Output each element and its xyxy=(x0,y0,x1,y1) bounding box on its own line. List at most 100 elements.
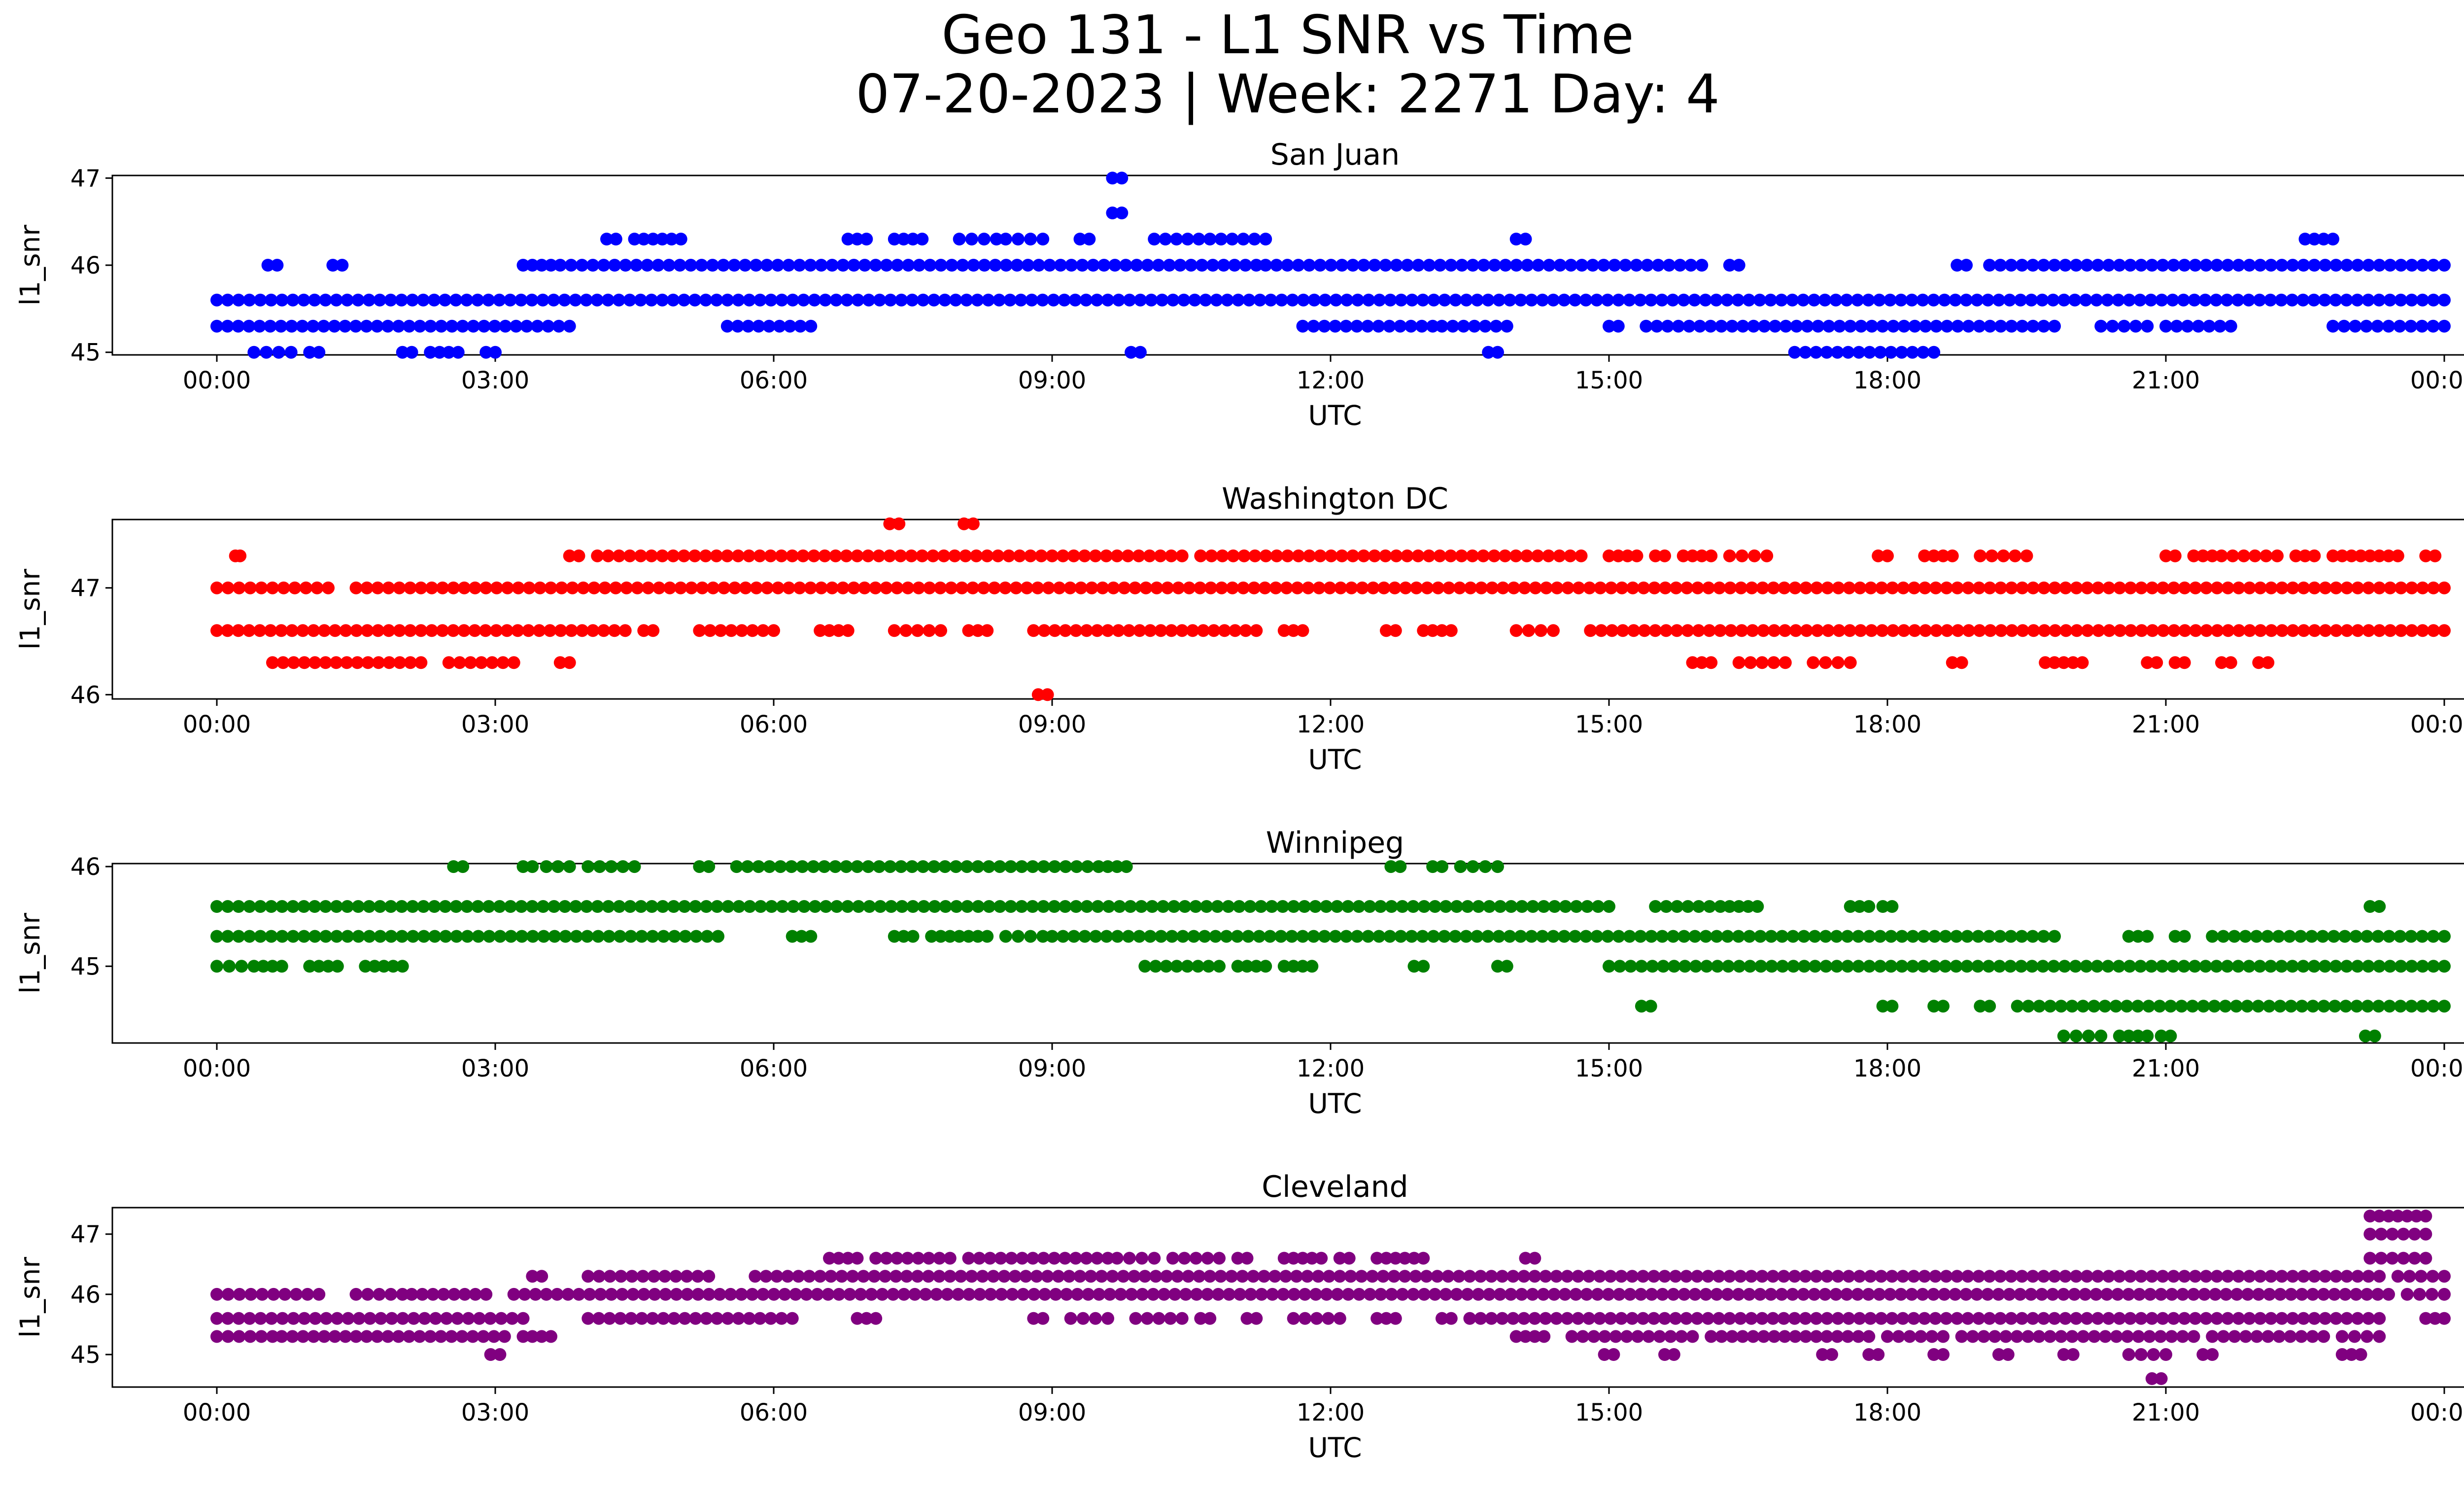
data-point xyxy=(700,900,713,913)
data-point xyxy=(888,930,901,943)
data-point xyxy=(2438,960,2451,973)
data-point xyxy=(832,624,845,637)
data-point xyxy=(1669,1312,1682,1325)
data-point xyxy=(1110,860,1124,873)
x-tick-label: 12:00 xyxy=(1297,367,1365,394)
data-point xyxy=(1477,259,1490,272)
data-point xyxy=(858,259,871,272)
data-point xyxy=(1069,624,1083,637)
data-point xyxy=(2264,259,2278,272)
data-point xyxy=(1410,581,1423,594)
data-point xyxy=(2438,259,2451,272)
data-point xyxy=(1658,1270,1671,1283)
data-point xyxy=(1667,1348,1680,1361)
data-point xyxy=(1951,624,1964,637)
data-point xyxy=(770,1270,784,1283)
data-point xyxy=(1677,549,1690,562)
data-point xyxy=(1677,293,1690,307)
data-point xyxy=(1471,293,1484,307)
data-point xyxy=(275,900,289,913)
data-point xyxy=(874,900,887,913)
data-point xyxy=(1438,293,1451,307)
data-point xyxy=(2189,259,2202,272)
data-point xyxy=(702,1287,716,1301)
data-point xyxy=(1829,1287,1843,1301)
data-point xyxy=(243,900,256,913)
data-point xyxy=(1027,1312,1040,1325)
data-point xyxy=(2011,1000,2024,1013)
data-point xyxy=(1411,549,1425,562)
data-point xyxy=(1481,930,1495,943)
data-point xyxy=(2222,624,2235,637)
data-point xyxy=(2178,930,2191,943)
data-point xyxy=(1233,1287,1246,1301)
data-point xyxy=(404,656,417,669)
data-point xyxy=(535,259,548,272)
data-point xyxy=(752,319,765,333)
data-point xyxy=(1463,1312,1476,1325)
data-point xyxy=(832,1252,845,1265)
data-point xyxy=(2009,549,2021,562)
data-point xyxy=(657,1312,670,1325)
data-point xyxy=(2275,259,2289,272)
data-point xyxy=(471,900,484,913)
data-point xyxy=(580,900,593,913)
data-point xyxy=(221,1312,235,1325)
data-point xyxy=(2026,259,2040,272)
data-point xyxy=(2079,1287,2092,1301)
data-point xyxy=(1296,960,1309,973)
data-point xyxy=(1175,549,1189,562)
data-point xyxy=(1026,900,1039,913)
data-point xyxy=(1916,346,1930,359)
data-point xyxy=(1705,656,1718,669)
data-point xyxy=(648,1287,661,1301)
data-point xyxy=(424,1330,437,1343)
data-point xyxy=(1019,1270,1032,1283)
data-point xyxy=(1916,1287,1929,1301)
data-point xyxy=(1626,581,1640,594)
data-point xyxy=(1777,1312,1790,1325)
data-point xyxy=(1177,293,1191,307)
data-point xyxy=(479,346,493,359)
data-point xyxy=(1668,960,1681,973)
data-point xyxy=(1199,293,1212,307)
data-point xyxy=(2079,293,2092,307)
data-point xyxy=(825,581,839,594)
data-point xyxy=(1897,319,1911,333)
data-point xyxy=(1082,1287,1095,1301)
data-point xyxy=(1318,319,1331,333)
data-point xyxy=(1300,1270,1314,1283)
data-point xyxy=(721,900,735,913)
data-point xyxy=(449,293,463,307)
data-point xyxy=(2048,581,2061,594)
data-point xyxy=(2142,1000,2156,1013)
data-point xyxy=(1558,1287,1572,1301)
data-point xyxy=(2069,960,2082,973)
data-point xyxy=(1080,624,1093,637)
data-point xyxy=(1819,930,1832,943)
data-point xyxy=(2427,581,2440,594)
data-point xyxy=(542,319,555,333)
data-point xyxy=(2037,1312,2050,1325)
data-point xyxy=(2232,1270,2245,1283)
data-point xyxy=(749,1270,762,1283)
data-point xyxy=(1170,960,1183,973)
data-point xyxy=(1731,293,1745,307)
data-point xyxy=(602,930,616,943)
data-point xyxy=(1955,656,1968,669)
data-point xyxy=(339,624,352,637)
data-point xyxy=(786,549,799,562)
data-point xyxy=(2094,319,2108,333)
data-point xyxy=(2144,1287,2157,1301)
data-point xyxy=(742,319,755,333)
y-tick-label: 45 xyxy=(70,953,101,980)
data-point xyxy=(385,1312,399,1325)
data-point xyxy=(2318,960,2331,973)
data-point xyxy=(1927,1348,1941,1361)
data-point xyxy=(297,930,310,943)
data-point xyxy=(2091,1270,2104,1283)
data-point xyxy=(2275,1312,2289,1325)
data-point xyxy=(1214,1270,1228,1283)
data-point xyxy=(619,259,632,272)
data-point xyxy=(786,1312,799,1325)
